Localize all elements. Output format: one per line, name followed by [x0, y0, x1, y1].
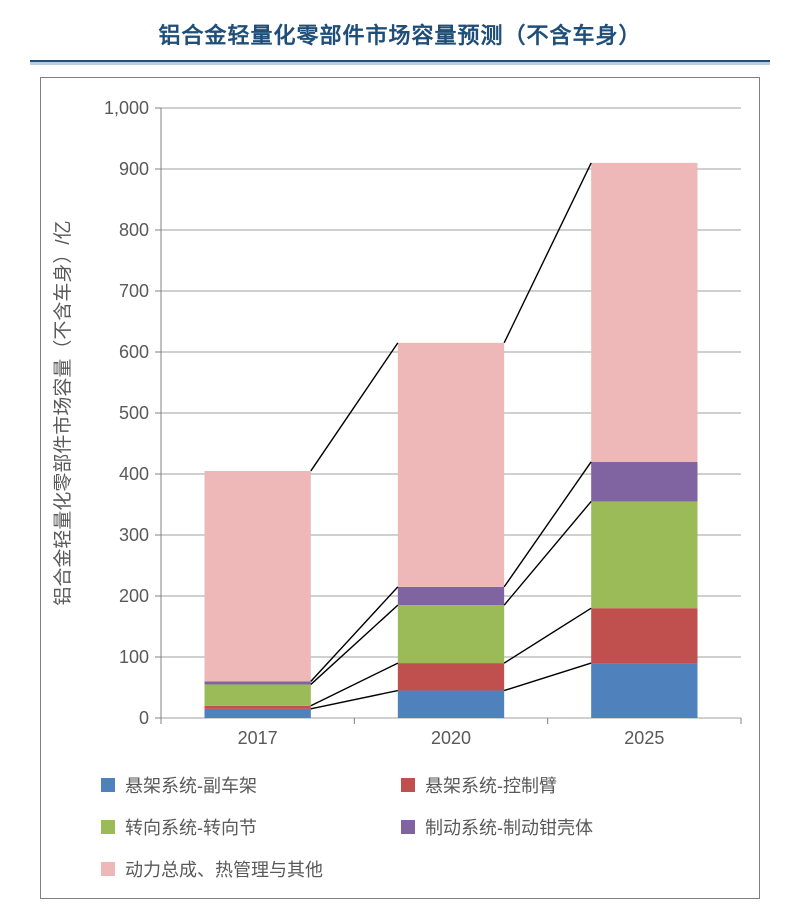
legend-item: 动力总成、热管理与其他	[101, 856, 401, 882]
legend-item: 制动系统-制动钳壳体	[401, 814, 701, 840]
bar-segment	[205, 709, 311, 718]
ytick-label: 500	[119, 403, 149, 423]
bar-segment	[591, 501, 697, 608]
y-axis-label: 铝合金轻量化零部件市场容量（不含车身）/亿	[52, 220, 74, 605]
ytick-label: 0	[139, 708, 149, 728]
bar-segment	[205, 681, 311, 684]
legend: 悬架系统-副车架 悬架系统-控制臂转向系统-转向节 制动系统-制动钳壳体动力总成、热…	[41, 758, 759, 890]
title-underline	[30, 60, 770, 65]
chart-svg: 0 100 200 300 400 500 600 700 800 900 1,000 2017 202…	[41, 78, 759, 758]
connector-line	[311, 605, 398, 684]
connector-line	[504, 163, 591, 343]
legend-swatch	[101, 820, 115, 834]
bar-segment	[591, 163, 697, 462]
connector-line	[504, 501, 591, 605]
bar-segment	[205, 706, 311, 709]
bar-segment	[398, 691, 504, 718]
ytick-label: 100	[119, 647, 149, 667]
legend-swatch	[401, 820, 415, 834]
connector-line	[504, 608, 591, 663]
ytick-label: 1,000	[104, 98, 149, 118]
xtick-label: 2025	[624, 728, 664, 748]
bar-segment	[398, 343, 504, 587]
legend-swatch	[101, 862, 115, 876]
legend-label: 悬架系统-控制臂	[425, 772, 557, 798]
ytick-label: 400	[119, 464, 149, 484]
ytick-label: 200	[119, 586, 149, 606]
legend-swatch	[101, 778, 115, 792]
xtick-label: 2017	[238, 728, 278, 748]
connector-line	[504, 663, 591, 690]
ytick-label: 900	[119, 159, 149, 179]
bar-segment	[591, 663, 697, 718]
xtick-label: 2020	[431, 728, 471, 748]
legend-swatch	[401, 778, 415, 792]
chart-title: 铝合金轻量化零部件市场容量预测（不含车身）	[0, 0, 800, 60]
connector-line	[504, 462, 591, 587]
legend-label: 转向系统-转向节	[125, 814, 257, 840]
ytick-label: 800	[119, 220, 149, 240]
bar-segment	[398, 663, 504, 690]
connector-line	[311, 587, 398, 682]
bar-segment	[591, 462, 697, 502]
legend-item: 悬架系统-控制臂	[401, 772, 701, 798]
ytick-label: 700	[119, 281, 149, 301]
bar-segment	[205, 684, 311, 705]
ytick-label: 600	[119, 342, 149, 362]
legend-label: 悬架系统-副车架	[125, 772, 257, 798]
legend-item: 转向系统-转向节	[101, 814, 401, 840]
connector-line	[311, 343, 398, 471]
bar-segment	[205, 471, 311, 681]
legend-label: 制动系统-制动钳壳体	[425, 814, 593, 840]
ytick-label: 300	[119, 525, 149, 545]
bar-segment	[398, 587, 504, 605]
legend-item: 悬架系统-副车架	[101, 772, 401, 798]
legend-label: 动力总成、热管理与其他	[125, 856, 323, 882]
bar-segment	[398, 605, 504, 663]
bar-segment	[591, 608, 697, 663]
chart-frame: 0 100 200 300 400 500 600 700 800 900 1,000 2017 202…	[40, 77, 760, 899]
